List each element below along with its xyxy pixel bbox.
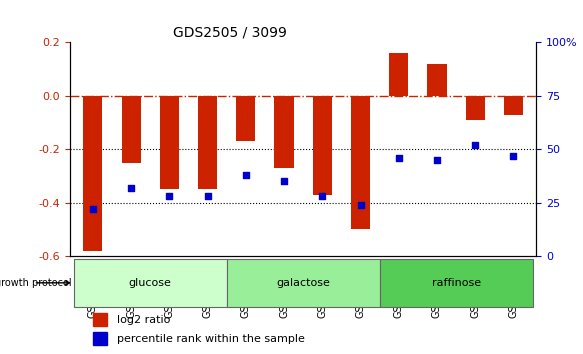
FancyBboxPatch shape — [227, 259, 380, 307]
Point — [127, 185, 136, 190]
Point — [509, 153, 518, 159]
FancyBboxPatch shape — [380, 259, 532, 307]
Text: percentile rank within the sample: percentile rank within the sample — [117, 334, 304, 344]
Point — [203, 194, 212, 199]
Point — [279, 178, 289, 184]
Bar — [236, 96, 255, 141]
Bar — [275, 96, 294, 168]
Point — [88, 206, 97, 212]
Point — [394, 155, 403, 161]
Text: growth protocol: growth protocol — [0, 278, 72, 288]
Point — [356, 202, 365, 208]
Text: GDS2505 / 3099: GDS2505 / 3099 — [173, 26, 286, 40]
Bar — [198, 96, 217, 189]
Bar — [312, 96, 332, 195]
Point — [470, 142, 480, 148]
Bar — [93, 313, 107, 326]
Point — [164, 194, 174, 199]
Bar — [93, 332, 107, 345]
Point — [433, 157, 442, 163]
Text: log2 ratio: log2 ratio — [117, 315, 170, 325]
FancyBboxPatch shape — [74, 259, 227, 307]
Text: raffinose: raffinose — [431, 278, 480, 288]
Bar — [351, 96, 370, 229]
Bar — [389, 53, 408, 96]
Point — [318, 194, 327, 199]
Bar — [504, 96, 523, 115]
Point — [241, 172, 251, 178]
Bar — [427, 64, 447, 96]
Text: galactose: galactose — [276, 278, 330, 288]
Bar — [83, 96, 103, 251]
Bar — [122, 96, 141, 162]
Text: glucose: glucose — [129, 278, 171, 288]
Bar — [160, 96, 179, 189]
Bar — [466, 96, 484, 120]
